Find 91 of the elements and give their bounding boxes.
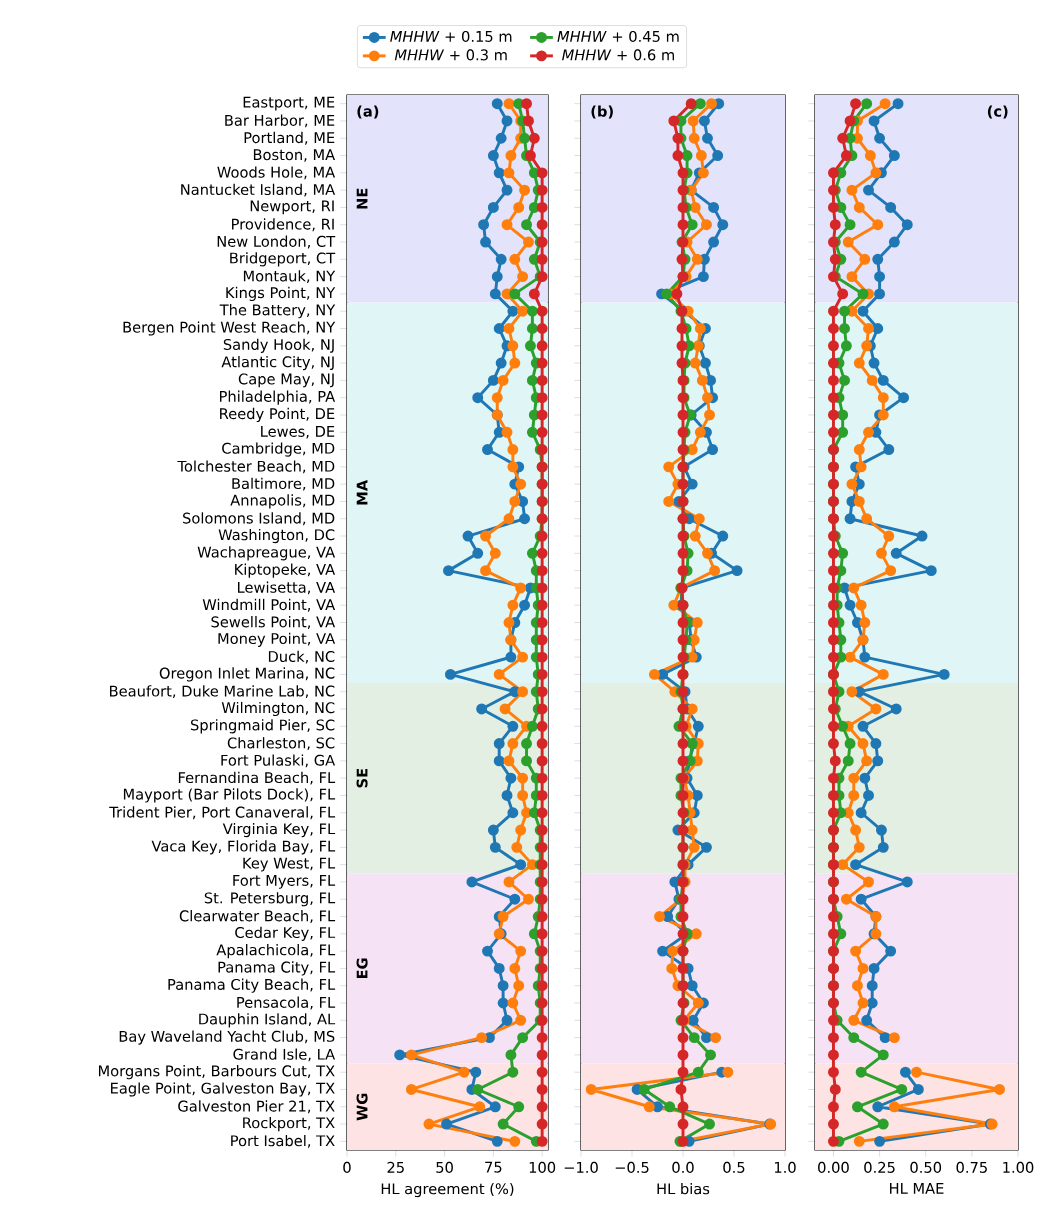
y-tick-label: Grand Isle, LA	[233, 1048, 336, 1062]
y-tick-label: Galveston Pier 21, TX	[178, 1100, 335, 1114]
annotation: (a)	[357, 105, 379, 119]
y-tick-label: Bay Waveland Yacht Club, MS	[119, 1030, 335, 1045]
y-tick-label: Beaufort, Duke Marine Lab, NC	[110, 685, 335, 699]
x-tick-label: 0.50	[910, 1161, 942, 1173]
y-tick-label: Baltimore, MD	[232, 477, 335, 491]
y-tick-label: Solomons Island, MD	[183, 512, 335, 526]
y-tick-label: Clearwater Beach, FL	[179, 910, 336, 923]
band-label: SE	[356, 768, 368, 788]
x-tick-label: 75	[485, 1161, 502, 1173]
y-tick-label: Annapolis, MD	[230, 494, 335, 509]
y-tick-label: Newport, RI	[250, 200, 334, 215]
x-tick-label: −0.5	[615, 1161, 649, 1173]
annotation: (b)	[591, 105, 613, 119]
y-tick-label: Port Isabel, TX	[231, 1134, 335, 1148]
y-tick-label: Nantucket Island, MA	[181, 183, 336, 197]
y-tick-label: Portland, ME	[244, 131, 335, 145]
y-tick-label: Fernandina Beach, FL	[178, 771, 336, 785]
y-tick-label: Panama City, FL	[218, 961, 336, 976]
x-tick-label: 0.25	[864, 1161, 895, 1173]
y-tick-label: Bridgeport, CT	[230, 252, 336, 267]
y-tick-label: Duck, NC	[268, 650, 335, 664]
annotation: (c)	[987, 105, 1008, 119]
x-axis-title: HL bias	[657, 1182, 710, 1195]
x-tick-label: 1.0	[774, 1161, 796, 1173]
y-tick-label: Wachapreague, VA	[197, 546, 336, 561]
band-label: EG	[356, 958, 368, 979]
y-tick-label: Mayport (Bar Pilots Dock), FL	[123, 788, 336, 803]
y-tick-label: Cedar Key, FL	[235, 926, 336, 941]
y-tick-label: Morgans Point, Barbours Cut, TX	[98, 1065, 335, 1080]
band-label: MA	[356, 479, 368, 505]
x-tick-label: 1.00	[1003, 1161, 1034, 1173]
y-tick-label: Sandy Hook, NJ	[223, 338, 334, 353]
y-tick-label: Oregon Inlet Marina, NC	[159, 667, 335, 682]
y-tick-label: Sewells Point, VA	[211, 616, 336, 629]
band-label: WG	[356, 1093, 368, 1121]
x-tick-label: −1.0	[564, 1161, 598, 1173]
y-tick-label: St. Petersburg, FL	[204, 892, 336, 907]
y-tick-label: Providence, RI	[232, 218, 334, 232]
x-tick-label: 50	[436, 1161, 453, 1173]
y-tick-label: Windmill Point, VA	[202, 598, 336, 612]
x-tick-label: 0.00	[818, 1161, 849, 1173]
x-tick-label: 25	[387, 1161, 404, 1173]
x-tick-label: 0.75	[956, 1161, 987, 1173]
y-tick-label: Philadelphia, PA	[220, 390, 336, 405]
y-tick-label: New London, CT	[217, 235, 336, 249]
legend-label: MHHW + 0.15 m	[390, 30, 512, 42]
y-tick-label: Fort Pulaski, GA	[221, 754, 336, 768]
y-tick-label: Panama City Beach, FL	[168, 978, 336, 993]
y-tick-label: Springmaid Pier, SC	[190, 719, 335, 734]
y-tick-label: Bergen Point West Reach, NY	[123, 321, 336, 336]
legend-label: MHHW + 0.3 m	[394, 49, 507, 61]
y-tick-label: Eastport, ME	[243, 96, 335, 111]
y-tick-label: Wilmington, NC	[221, 701, 335, 717]
y-tick-label: Charleston, SC	[227, 737, 335, 750]
legend-label: MHHW + 0.6 m	[562, 49, 674, 61]
y-tick-label: Pensacola, FL	[237, 996, 336, 1010]
y-tick-label: Lewes, DE	[261, 426, 335, 439]
y-tick-label: Woods Hole, MA	[217, 166, 336, 180]
y-tick-label: Montauk, NY	[243, 270, 336, 284]
x-tick-label: 100	[529, 1161, 556, 1173]
y-tick-label: Virginia Key, FL	[222, 822, 336, 838]
y-tick-label: Bar Harbor, ME	[225, 114, 335, 128]
x-tick-label: 0	[343, 1161, 351, 1173]
band-label: NE	[356, 188, 368, 209]
y-tick-label: Atlantic City, NJ	[221, 355, 334, 371]
y-tick-label: Vaca Key, Florida Bay, FL	[151, 840, 336, 855]
y-tick-label: The Battery, NY	[219, 304, 336, 319]
y-tick-label: Cape May, NJ	[238, 373, 334, 388]
legend-label: MHHW + 0.45 m	[557, 30, 679, 42]
x-axis-title: HL agreement (%)	[381, 1182, 514, 1198]
y-tick-label: Apalachicola, FL	[216, 944, 336, 959]
y-tick-label: Washington, DC	[218, 528, 335, 544]
y-tick-label: Kings Point, NY	[226, 286, 336, 302]
y-tick-label: Money Point, VA	[218, 632, 336, 647]
y-tick-label: Tolchester Beach, MD	[177, 460, 335, 474]
y-tick-label: Kiptopeke, VA	[235, 563, 336, 578]
x-tick-label: 0.5	[723, 1161, 745, 1173]
y-tick-label: Fort Myers, FL	[233, 875, 336, 889]
y-tick-label: Reedy Point, DE	[220, 407, 335, 423]
x-axis-title: HL MAE	[890, 1182, 944, 1194]
y-tick-label: Lewisetta, VA	[238, 581, 336, 595]
y-tick-label: Cambridge, MD	[222, 442, 335, 457]
y-tick-label: Rockport, TX	[243, 1116, 335, 1132]
y-tick-label: Boston, MA	[253, 149, 336, 162]
y-tick-label: Dauphin Island, AL	[199, 1013, 336, 1028]
y-tick-label: Trident Pier, Port Canaveral, FL	[109, 806, 336, 820]
y-tick-label: Key West, FL	[243, 857, 336, 872]
x-tick-label: 0.0	[672, 1161, 694, 1173]
y-tick-label: Eagle Point, Galveston Bay, TX	[111, 1082, 335, 1097]
